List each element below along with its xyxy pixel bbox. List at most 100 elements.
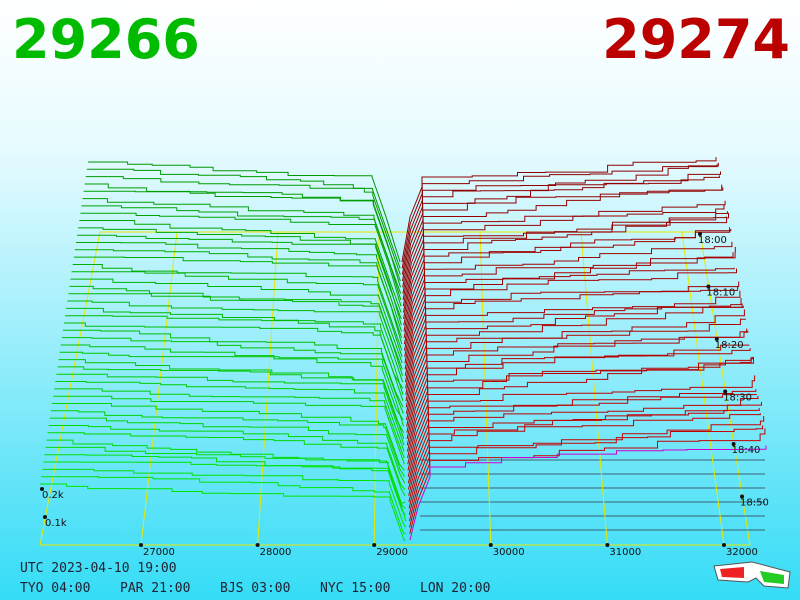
ask-curve bbox=[404, 246, 736, 370]
bid-curve bbox=[48, 425, 406, 490]
grid-line bbox=[681, 231, 725, 546]
tick-dot bbox=[255, 543, 260, 547]
tick-dot bbox=[722, 543, 726, 547]
ask-curve bbox=[404, 241, 733, 351]
tick-dot bbox=[698, 232, 702, 236]
tick-dot bbox=[714, 337, 719, 341]
bid-curve bbox=[77, 234, 402, 326]
bid-curve bbox=[67, 300, 404, 383]
tick-dot bbox=[139, 543, 143, 547]
3d-glasses-icon[interactable] bbox=[713, 561, 791, 589]
ask-curve bbox=[409, 428, 766, 534]
bid-curve bbox=[49, 417, 406, 484]
bid-curve bbox=[59, 351, 404, 427]
grid-line bbox=[140, 231, 178, 546]
bid-curve bbox=[55, 381, 405, 452]
bid-curve bbox=[79, 220, 402, 313]
bid-curve bbox=[45, 446, 406, 509]
ask-curve bbox=[403, 229, 732, 345]
bid-curve bbox=[43, 461, 407, 522]
bid-curve bbox=[64, 322, 404, 402]
bid-curve bbox=[47, 432, 406, 497]
tick-dot bbox=[605, 543, 610, 547]
ask-curve bbox=[407, 357, 753, 465]
bid-curve bbox=[42, 468, 407, 528]
bid-curve bbox=[70, 278, 403, 364]
ask-curve bbox=[408, 394, 757, 490]
ask-curve bbox=[404, 267, 735, 364]
axis-labels: 27000 28000 29000 30000 31000 32000 18:00 18:10… bbox=[40, 232, 769, 558]
bid-curve bbox=[54, 388, 405, 459]
ask-curve bbox=[408, 413, 761, 509]
time-label: 18:40 bbox=[732, 445, 761, 456]
bid-curve bbox=[86, 168, 401, 269]
ask-curve bbox=[407, 356, 754, 471]
bid-curve bbox=[50, 410, 406, 478]
city-time: NYC 15:00 bbox=[320, 581, 390, 596]
city-time: LON 20:00 bbox=[420, 581, 490, 596]
ask-curve bbox=[406, 344, 750, 446]
utc-time: UTC 2023-04-10 19:00 bbox=[20, 561, 177, 576]
ask-curve bbox=[408, 408, 760, 503]
bid-curve bbox=[72, 264, 403, 351]
ask-curve bbox=[402, 187, 724, 300]
ask-curve bbox=[407, 389, 757, 484]
bid-curve bbox=[85, 176, 401, 275]
ask-curve bbox=[403, 211, 728, 326]
bid-curve bbox=[52, 403, 405, 471]
city-clocks: TYO 04:00 PAR 21:00 BJS 03:00 NYC 15:00 LON … bbox=[20, 581, 490, 596]
grid-right bbox=[699, 231, 751, 546]
ask-curve bbox=[406, 318, 746, 427]
ask-curve bbox=[405, 281, 740, 389]
depth-curves bbox=[40, 157, 767, 541]
bid-curve bbox=[71, 271, 403, 357]
tick-dot bbox=[43, 515, 47, 519]
bid-curve bbox=[57, 366, 405, 440]
bid-curve bbox=[73, 256, 403, 345]
tick-dot bbox=[488, 543, 493, 547]
bid-curve bbox=[83, 190, 401, 288]
bid-curve bbox=[74, 249, 403, 338]
city-time: TYO 04:00 bbox=[20, 581, 90, 596]
green-lens bbox=[760, 571, 784, 584]
bid-curve bbox=[88, 161, 401, 263]
bid-curve bbox=[56, 373, 405, 446]
ask-curve bbox=[402, 175, 720, 282]
bid-curve bbox=[62, 329, 404, 408]
bid-curve bbox=[41, 476, 406, 535]
time-label: 18:10 bbox=[706, 288, 735, 299]
price-label: 28000 bbox=[260, 547, 292, 558]
bid-curve bbox=[69, 285, 403, 370]
tick-dot bbox=[731, 442, 736, 446]
ask-price: 29274 bbox=[602, 8, 790, 71]
red-lens bbox=[720, 567, 744, 578]
bid-curve bbox=[80, 212, 402, 307]
bid-curve bbox=[81, 205, 402, 301]
ask-curve bbox=[407, 375, 756, 477]
tick-dot bbox=[723, 389, 728, 394]
price-label: 27000 bbox=[143, 547, 175, 558]
ask-curve bbox=[409, 445, 767, 541]
tick-dot bbox=[372, 543, 377, 547]
ask-curve bbox=[405, 305, 744, 414]
city-time: PAR 21:00 bbox=[120, 581, 190, 596]
price-label: 29000 bbox=[376, 547, 408, 558]
price-label: 31000 bbox=[609, 547, 641, 558]
depth-label: 0.1k bbox=[45, 518, 67, 529]
ask-curve bbox=[403, 200, 726, 313]
bid-price: 29266 bbox=[12, 8, 200, 71]
ask-curve bbox=[402, 171, 721, 288]
bid-curve bbox=[61, 337, 404, 414]
ask-curve bbox=[401, 157, 717, 263]
tick-dot bbox=[740, 494, 744, 499]
bid-curve bbox=[53, 395, 405, 465]
bid-curve bbox=[40, 483, 407, 541]
time-label: 18:00 bbox=[698, 235, 727, 246]
bid-curve bbox=[65, 315, 404, 395]
bid-curve bbox=[68, 293, 403, 376]
ask-curve bbox=[406, 330, 749, 440]
ask-curve bbox=[408, 401, 762, 515]
ask-curve bbox=[409, 416, 765, 528]
